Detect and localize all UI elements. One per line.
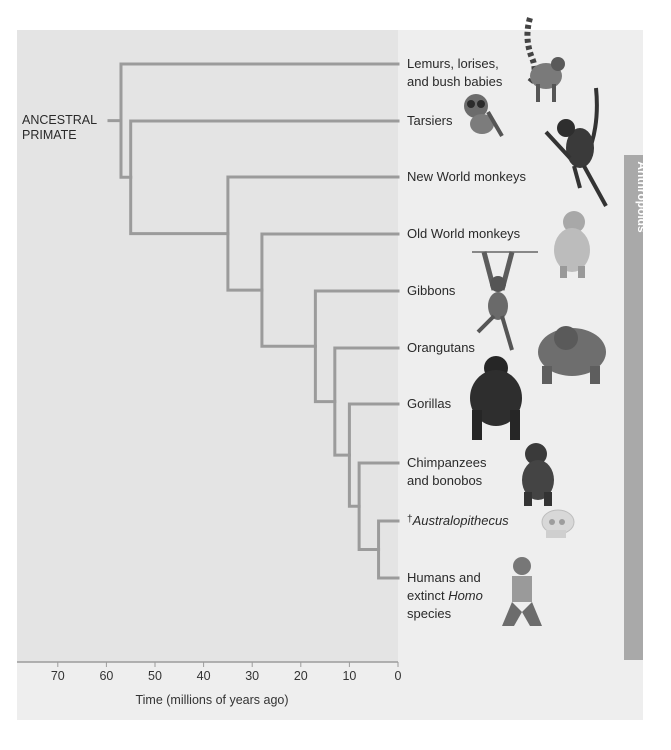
anthropoids-group-bar: Anthropoids xyxy=(624,155,649,660)
root-label: ANCESTRAL PRIMATE xyxy=(22,113,100,142)
axis-tick-label: 20 xyxy=(294,669,308,683)
skull-fossil-icon xyxy=(541,509,575,538)
spider-monkey-icon xyxy=(544,87,608,207)
taxon-label-chimpanzees: Chimpanzees and bonobos xyxy=(407,455,487,488)
axis-tick-label: 60 xyxy=(99,669,113,683)
taxon-label-orangutans: Orangutans xyxy=(407,340,475,355)
human-icon xyxy=(502,557,542,626)
macaque-icon xyxy=(554,211,590,278)
gibbon-icon xyxy=(472,251,538,351)
organism-pictures xyxy=(464,17,608,626)
orangutan-icon xyxy=(538,326,606,384)
tarsier-icon xyxy=(464,94,504,138)
axis-tick-label: 50 xyxy=(148,669,162,683)
time-band xyxy=(17,30,398,662)
taxon-label-gorillas: Gorillas xyxy=(407,396,452,411)
axis-ticks: 70 60 50 40 30 20 10 0 xyxy=(51,662,402,683)
taxon-label-lemurs: Lemurs, lorises, and bush babies xyxy=(407,56,503,89)
phylogenetic-tree xyxy=(107,62,400,580)
root-label-line-1: ANCESTRAL xyxy=(22,113,97,127)
taxon-label-new-world-monkeys: New World monkeys xyxy=(407,169,526,184)
taxon-labels: Lemurs, lorises, and bush babies Tarsiers N… xyxy=(407,56,526,621)
taxon-label-tarsiers: Tarsiers xyxy=(407,113,453,128)
taxon-label-gibbons: Gibbons xyxy=(407,283,456,298)
axis-title: Time (millions of years ago) xyxy=(135,693,288,707)
anthropoids-label: Anthropoids xyxy=(635,161,649,233)
axis-tick-label: 10 xyxy=(342,669,356,683)
axis-tick-label: 30 xyxy=(245,669,259,683)
time-axis: 70 60 50 40 30 20 10 0 Time (millions of years … xyxy=(17,661,402,707)
gorilla-icon xyxy=(470,356,522,440)
axis-tick-label: 40 xyxy=(197,669,211,683)
root-label-line-2: PRIMATE xyxy=(22,128,77,142)
axis-tick-label: 70 xyxy=(51,669,65,683)
taxon-label-old-world-monkeys: Old World monkeys xyxy=(407,226,521,241)
taxon-label-australopithecus: †Australopithecus xyxy=(407,513,509,528)
chimpanzee-icon xyxy=(522,443,554,506)
axis-tick-label: 0 xyxy=(395,669,402,683)
taxon-label-humans: Humans and extinct Homo species xyxy=(407,570,483,621)
lemur-icon xyxy=(524,17,565,102)
